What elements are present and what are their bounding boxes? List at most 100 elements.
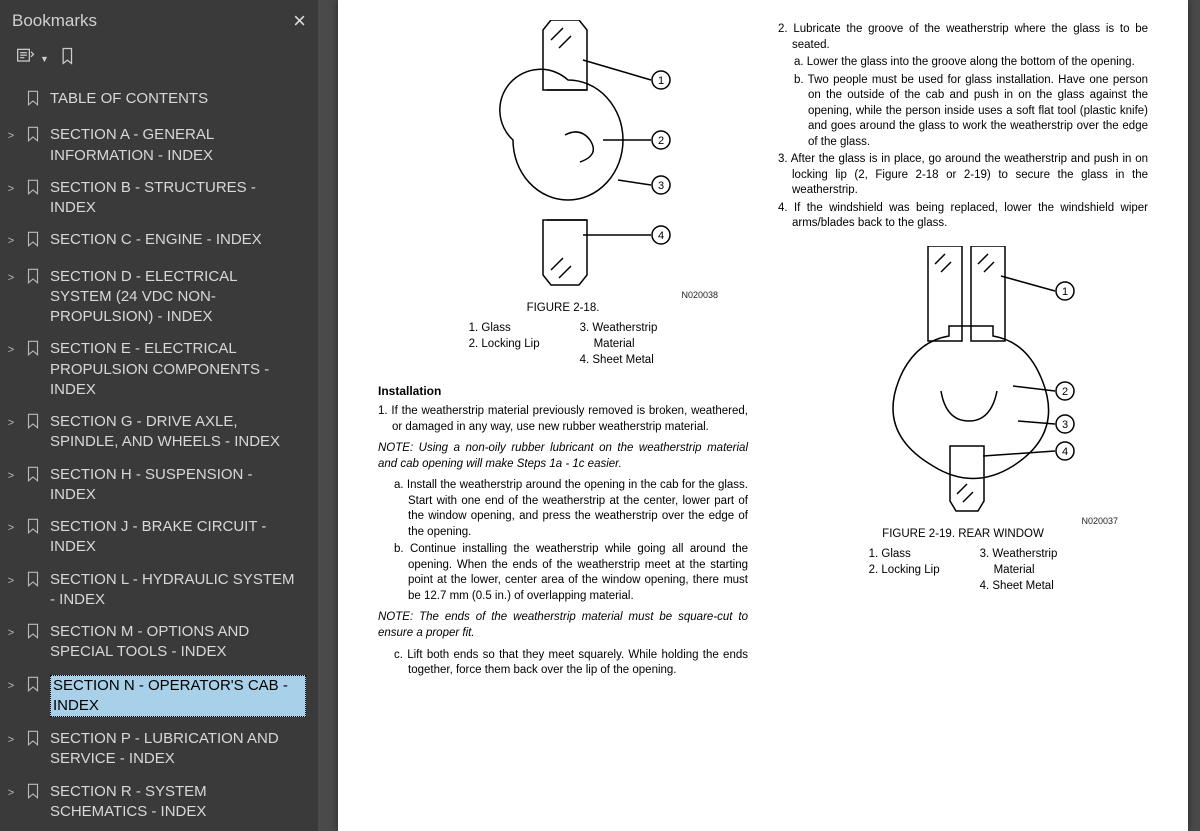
bookmark-item[interactable]: >SECTION C - ENGINE - INDEX	[0, 224, 314, 260]
sidebar-header: Bookmarks ×	[0, 0, 318, 42]
options-icon[interactable]	[16, 46, 36, 71]
step-text: 2. Lubricate the groove of the weatherst…	[792, 22, 1148, 53]
step-text: b. Continue installing the weatherstrip …	[408, 542, 748, 604]
bookmark-icon	[24, 89, 44, 113]
bookmark-label: SECTION H - SUSPENSION - INDEX	[50, 465, 306, 506]
bookmark-icon	[24, 412, 44, 436]
note-text: NOTE: The ends of the weatherstrip mater…	[378, 610, 748, 641]
bookmark-label: SECTION M - OPTIONS AND SPECIAL TOOLS - …	[50, 622, 306, 663]
figure-2-19: 1 2 3 4	[833, 246, 1093, 516]
step-text: 3. After the glass is in place, go aroun…	[792, 152, 1148, 199]
bookmark-item[interactable]: > SECTION N - OPERATOR'S CAB - INDEX	[0, 669, 314, 724]
bookmark-item[interactable]: >SECTION G - DRIVE AXLE, SPINDLE, AND WH…	[0, 406, 314, 459]
page: 1 2 3 4 N020038 FIGURE 2-18. 1. Glass 2.…	[338, 0, 1188, 831]
bookmark-label: SECTION J - BRAKE CIRCUIT - INDEX	[50, 517, 306, 558]
step-text: a. Lower the glass into the groove along…	[808, 55, 1148, 71]
svg-text:3: 3	[1062, 419, 1068, 431]
figure-1-id: N020038	[378, 290, 718, 300]
legend-item: 3. Weatherstrip	[580, 320, 658, 336]
bookmark-label: SECTION P - LUBRICATION AND SERVICE - IN…	[50, 729, 306, 770]
section-heading: Installation	[378, 384, 748, 398]
bookmark-icon	[24, 230, 44, 254]
bookmark-label: SECTION E - ELECTRICAL PROPULSION COMPON…	[50, 339, 306, 400]
chevron-right-icon[interactable]: >	[4, 574, 18, 589]
figure-2-18: 1 2 3 4	[433, 20, 693, 290]
document-area[interactable]: 1 2 3 4 N020038 FIGURE 2-18. 1. Glass 2.…	[318, 0, 1200, 831]
bookmark-item[interactable]: > SECTION D - ELECTRICAL SYSTEM (24 VDC N…	[0, 261, 314, 334]
bookmark-icon	[24, 570, 44, 594]
figure-1-caption: FIGURE 2-18.	[378, 302, 748, 314]
bookmark-icon	[24, 267, 44, 291]
bookmark-icon	[24, 465, 44, 489]
bookmark-label: SECTION N - OPERATOR'S CAB - INDEX	[50, 675, 306, 718]
chevron-right-icon[interactable]: >	[4, 521, 18, 536]
legend-item: Material	[994, 562, 1058, 578]
bookmark-item[interactable]: > SECTION H - SUSPENSION - INDEX	[0, 459, 314, 512]
bookmark-item[interactable]: > SECTION J - BRAKE CIRCUIT - INDEX	[0, 511, 314, 564]
note-text: NOTE: Using a non-oily rubber lubricant …	[378, 441, 748, 472]
legend-item: 3. Weatherstrip	[980, 546, 1058, 562]
svg-text:1: 1	[658, 75, 664, 87]
bookmark-label: TABLE OF CONTENTS	[50, 89, 306, 109]
step-text: a. Install the weatherstrip around the o…	[408, 478, 748, 540]
svg-text:4: 4	[658, 230, 664, 242]
bookmark-icon	[24, 729, 44, 753]
find-bookmark-icon[interactable]	[59, 46, 79, 71]
legend-item: 1. Glass	[869, 546, 940, 562]
bookmarks-sidebar: Bookmarks × ▼ TABLE OF CONTENTS>SECTION …	[0, 0, 318, 831]
chevron-right-icon[interactable]: >	[4, 786, 18, 801]
figure-2-legend: 1. Glass 2. Locking Lip 3. Weatherstrip …	[778, 546, 1148, 594]
legend-item: 2. Locking Lip	[469, 336, 540, 352]
bookmark-item[interactable]: > SECTION B - STRUCTURES - INDEX	[0, 172, 314, 225]
bookmark-label: SECTION B - STRUCTURES - INDEX	[50, 178, 306, 219]
bookmark-icon	[24, 782, 44, 806]
chevron-right-icon[interactable]: >	[4, 271, 18, 286]
close-icon[interactable]: ×	[293, 8, 306, 34]
bookmark-label: SECTION D - ELECTRICAL SYSTEM (24 VDC NO…	[50, 267, 306, 328]
bookmark-label: SECTION A - GENERAL INFORMATION - INDEX	[50, 125, 306, 166]
chevron-right-icon[interactable]: >	[4, 129, 18, 144]
bookmark-item[interactable]: > SECTION P - LUBRICATION AND SERVICE - I…	[0, 723, 314, 776]
bookmark-item[interactable]: > SECTION A - GENERAL INFORMATION - INDEX	[0, 119, 314, 172]
chevron-right-icon[interactable]: >	[4, 679, 18, 694]
chevron-right-icon[interactable]: >	[4, 343, 18, 358]
bookmark-label: SECTION R - SYSTEM SCHEMATICS - INDEX	[50, 782, 306, 823]
legend-item: 2. Locking Lip	[869, 562, 940, 578]
chevron-right-icon[interactable]: >	[4, 416, 18, 431]
bookmarks-list[interactable]: TABLE OF CONTENTS > SECTION A - GENERAL IN…	[0, 83, 318, 831]
bookmark-icon	[24, 517, 44, 541]
step-text: c. Lift both ends so that they meet squa…	[408, 648, 748, 679]
sidebar-toolbar: ▼	[0, 42, 318, 83]
chevron-right-icon[interactable]: >	[4, 182, 18, 197]
chevron-right-icon[interactable]: >	[4, 469, 18, 484]
svg-text:2: 2	[1062, 386, 1068, 398]
bookmark-icon	[24, 675, 44, 699]
legend-item: 4. Sheet Metal	[980, 578, 1058, 594]
figure-2-id: N020037	[778, 516, 1118, 526]
svg-text:4: 4	[1062, 446, 1068, 458]
chevron-right-icon[interactable]: >	[4, 234, 18, 249]
svg-text:2: 2	[658, 135, 664, 147]
bookmark-icon	[24, 178, 44, 202]
svg-text:3: 3	[658, 180, 664, 192]
bookmark-label: SECTION L - HYDRAULIC SYSTEM - INDEX	[50, 570, 306, 611]
figure-1-legend: 1. Glass 2. Locking Lip 3. Weatherstrip …	[378, 320, 748, 368]
step-text: b. Two people must be used for glass ins…	[808, 73, 1148, 151]
chevron-right-icon[interactable]: >	[4, 626, 18, 641]
legend-item: Material	[594, 336, 658, 352]
bookmark-item[interactable]: > SECTION R - SYSTEM SCHEMATICS - INDEX	[0, 776, 314, 829]
bookmark-icon	[24, 622, 44, 646]
step-text: 4. If the windshield was being replaced,…	[792, 201, 1148, 232]
bookmark-item[interactable]: > SECTION L - HYDRAULIC SYSTEM - INDEX	[0, 564, 314, 617]
bookmark-icon	[24, 339, 44, 363]
step-text: 1. If the weatherstrip material previous…	[392, 404, 748, 435]
bookmark-item[interactable]: > SECTION E - ELECTRICAL PROPULSION COMPO…	[0, 333, 314, 406]
dropdown-caret-icon[interactable]: ▼	[40, 54, 49, 64]
bookmark-icon	[24, 125, 44, 149]
bookmark-item[interactable]: > SECTION M - OPTIONS AND SPECIAL TOOLS -…	[0, 616, 314, 669]
sidebar-title: Bookmarks	[12, 11, 97, 31]
left-column: 1 2 3 4 N020038 FIGURE 2-18. 1. Glass 2.…	[378, 20, 748, 811]
bookmark-item[interactable]: TABLE OF CONTENTS	[0, 83, 314, 119]
chevron-right-icon[interactable]: >	[4, 733, 18, 748]
legend-item: 1. Glass	[469, 320, 540, 336]
